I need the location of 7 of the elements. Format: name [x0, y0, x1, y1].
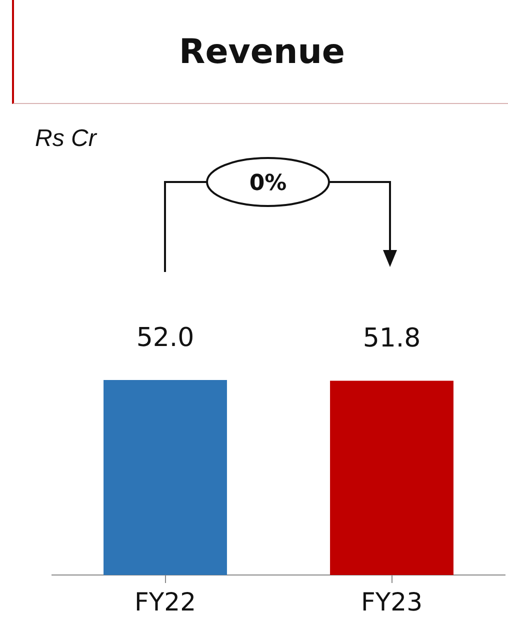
data-label: 51.8	[362, 324, 421, 354]
data-label: 52.0	[136, 322, 194, 353]
text: Rs Cr	[35, 125, 96, 153]
chart-title: Revenue	[12, 0, 508, 104]
x-tick-label: FY23	[361, 588, 422, 616]
text: 0%	[207, 160, 329, 206]
x-tick-label: FY22	[134, 588, 196, 616]
